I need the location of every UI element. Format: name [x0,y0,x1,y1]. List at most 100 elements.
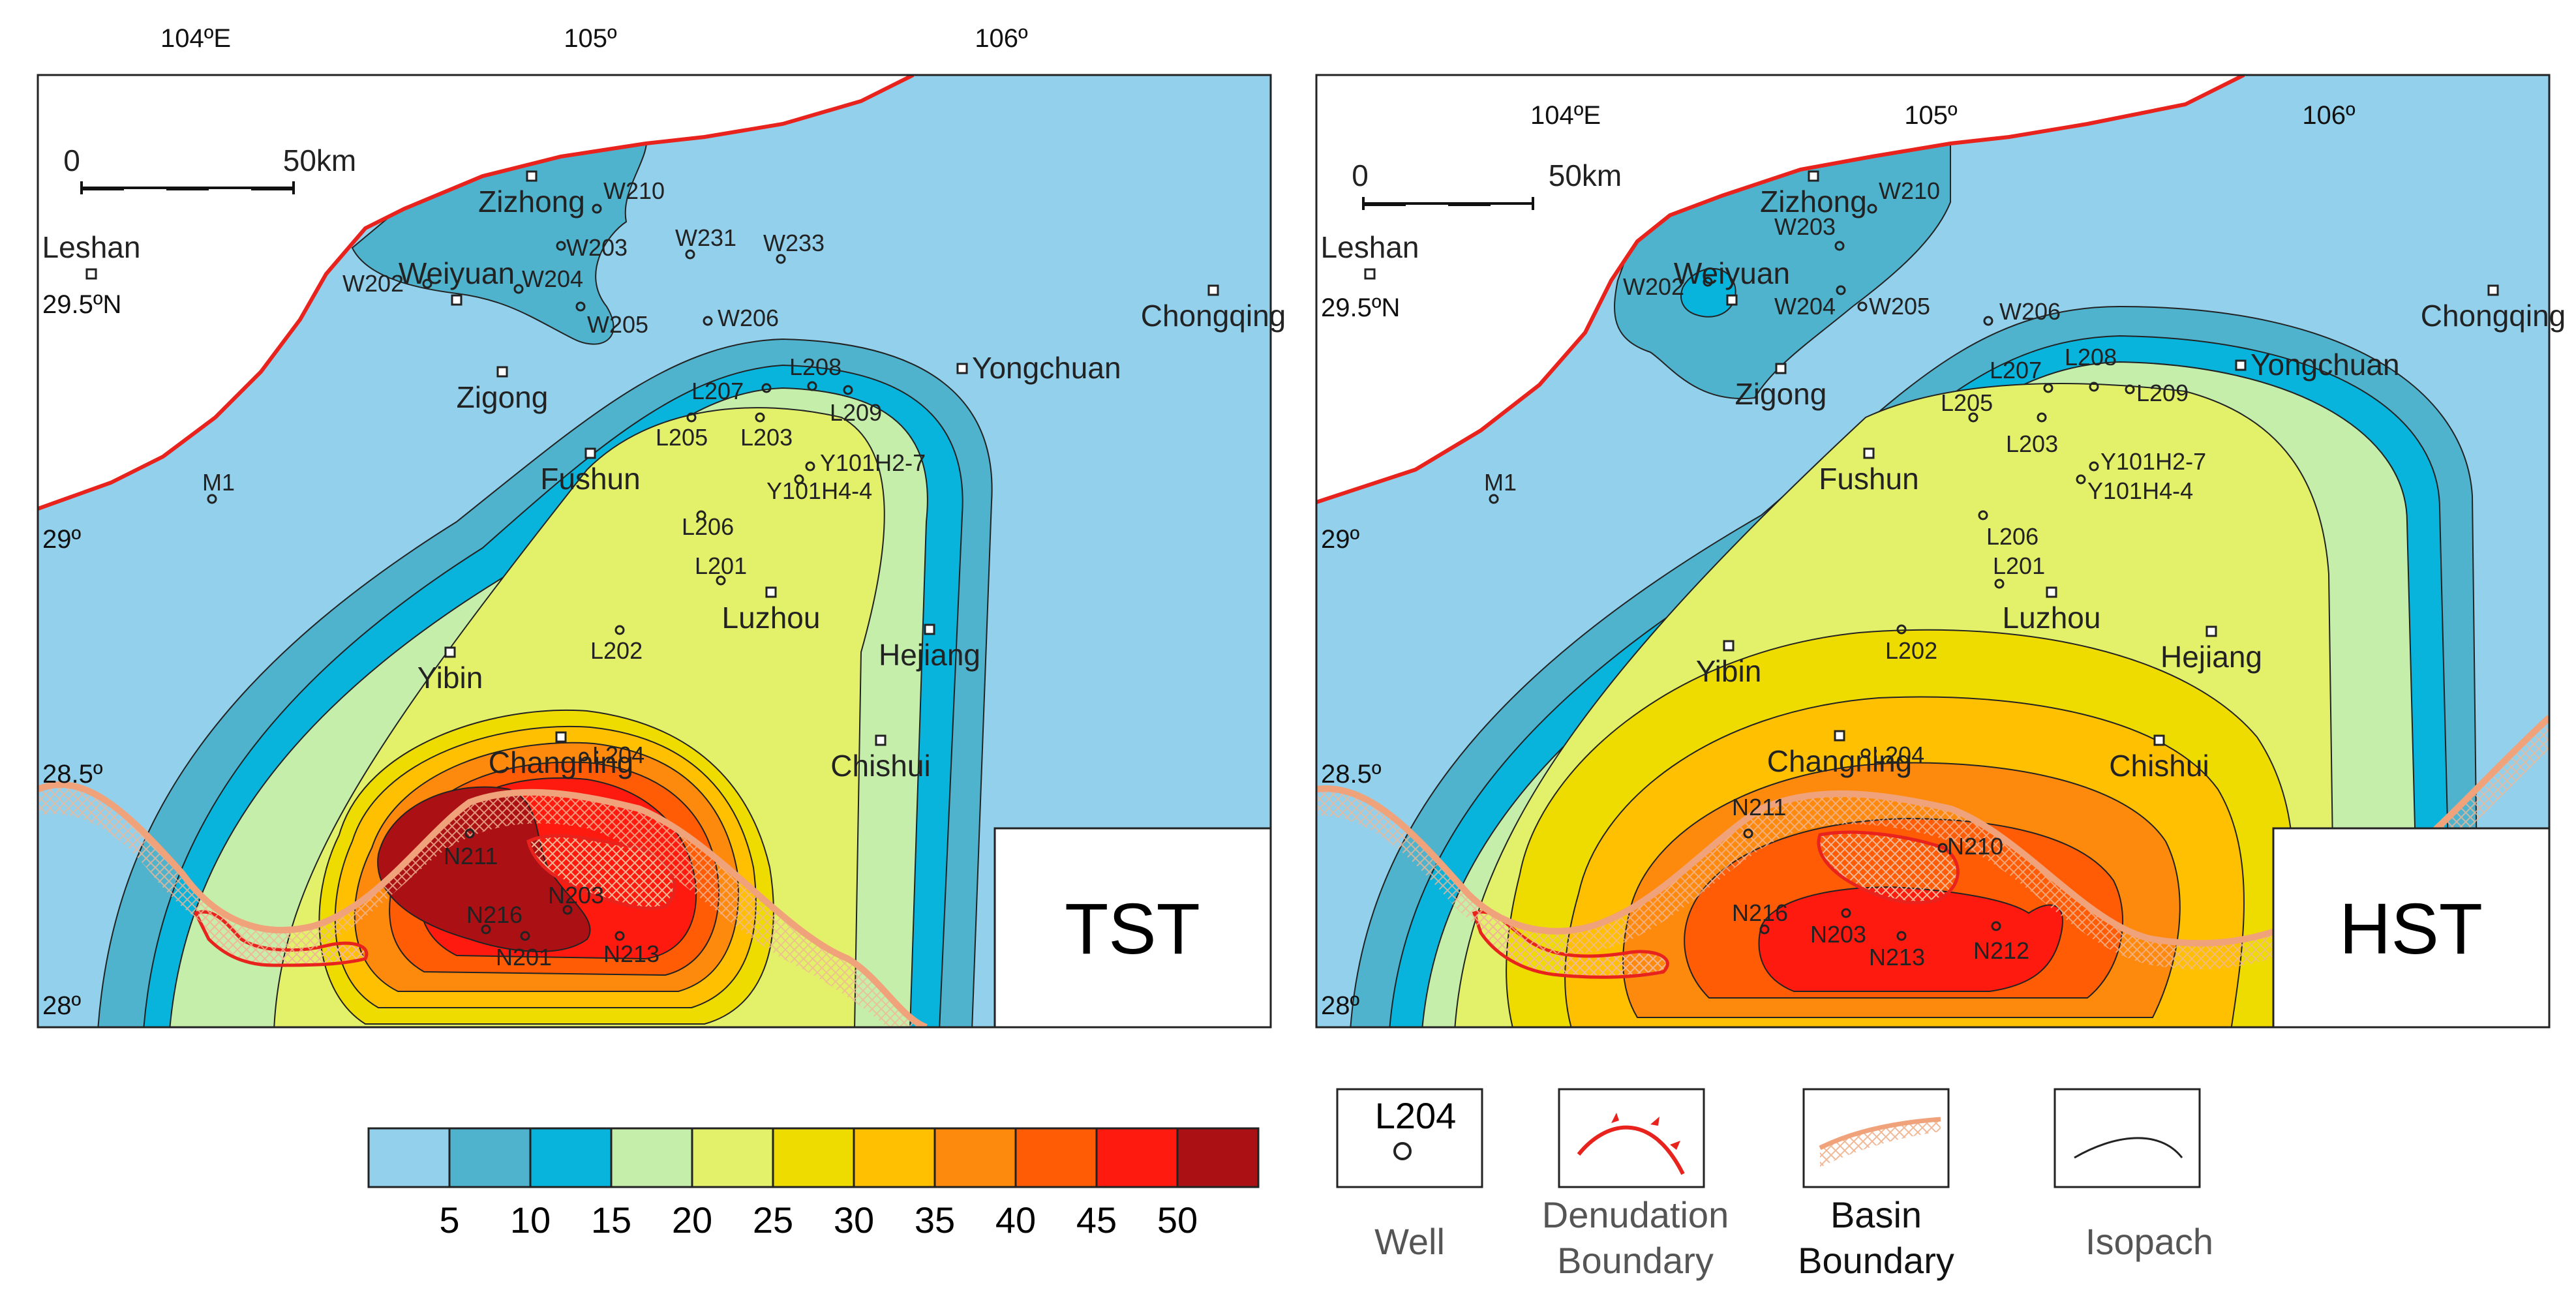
well-label: N203 [1810,921,1866,948]
city-label: Yibin [1696,654,1762,688]
colorbar-tick-label: 10 [510,1199,551,1241]
scale-bar: 0 50km [63,143,356,194]
well-label: N216 [1732,899,1788,926]
well-label: M1 [202,469,235,496]
well-marker [1978,510,1988,520]
city-label: Chongqing [2421,299,2566,333]
well-marker [464,828,475,839]
well-marker [1968,412,1978,423]
well-marker [686,412,697,423]
well-label: W202 [1623,273,1684,300]
well-marker [1489,494,1499,504]
well-marker [2089,461,2099,472]
map-tst: TST 104ºE 105º 106º 29.5ºN 29º 28.5º 28º… [37,24,1286,1029]
well-marker [1759,924,1770,935]
isopach-band-45-50 [1758,886,2063,992]
colorbar-tick-label: 5 [439,1199,459,1241]
city-label: Weiyuan [1674,256,1790,290]
scale-end: 50km [1549,158,1622,192]
colorbar-swatch [691,1127,774,1188]
well-marker [2037,412,2047,423]
city-marker [1808,170,1819,182]
lat-label: 28.5º [1321,760,1382,789]
latitude-labels: 29.5ºN 29º 28.5º 28º [42,290,121,1020]
well-label: W205 [587,311,648,338]
panel-title: TST [1065,889,1200,969]
well-marker [1703,277,1713,287]
well-marker [592,203,602,214]
city-label: Zigong [1735,377,1827,411]
well-marker [513,284,524,294]
well-label: W210 [1879,177,1940,204]
well-label: N201 [496,944,552,970]
well-marker [1983,316,1993,326]
denudation-boundary [38,75,915,511]
well-marker [207,494,217,504]
well-label: W206 [1999,298,2061,325]
well-label: W231 [675,224,736,251]
scale-bar: 0 50km [1352,158,1622,210]
well-marker [794,474,804,485]
city-label: Luzhou [722,601,821,635]
city-layer: Zizhong Leshan Weiyuan Zigong Fushun Yibin Cha… [1321,170,2566,783]
well-label: L207 [691,378,744,404]
city-marker [1775,363,1787,374]
well-label: Y101H2-7 [820,449,926,476]
lat-label: 29º [42,525,81,554]
colorbar-swatch [1014,1127,1098,1188]
well-marker [2125,384,2135,395]
basin-boundary [38,781,928,1027]
well-label: L205 [656,424,708,451]
lat-label: 29.5ºN [42,290,121,319]
city-marker [1364,268,1376,280]
panel-title: HST [2339,889,2483,969]
well-marker [614,931,625,941]
legend-item-well: L204 Well [1336,1088,1483,1262]
city-label: Zizhong [1760,185,1867,218]
city-label: Chishui [2109,749,2209,783]
well-label: W202 [342,270,404,297]
map-hst: HST 104ºE 105º 106º 29.5ºN 29º 28.5º 28º… [1315,74,2566,1029]
well-marker [1836,285,1846,295]
outside-area [1316,75,2244,502]
colorbar-tick-label: 45 [1076,1199,1117,1241]
well-label: N203 [548,882,604,909]
well-label: L209 [2136,380,2189,406]
city-marker [956,363,968,374]
colorbar-swatch [1095,1127,1179,1188]
lon-label: 105º [1904,101,1958,130]
well-label: W203 [1774,213,1836,240]
well-label: L206 [682,513,734,540]
well-label: W205 [1869,293,1930,320]
city-marker [1207,284,1219,296]
longitude-labels: 104ºE 105º 106º [160,24,1028,53]
city-label: Leshan [1321,230,1419,264]
well-marker [556,241,566,251]
well-label: L207 [1990,357,2042,384]
well-label: N210 [1947,833,2003,860]
city-marker [2046,586,2057,598]
denudation-area [1817,830,1960,905]
basin-boundary-hatch [38,784,926,1027]
well-marker [1857,301,1868,312]
colorbar-tick-label: 15 [591,1199,631,1241]
well-label: N213 [1869,944,1925,970]
city-marker [1863,447,1875,459]
lon-label: 106º [975,24,1028,53]
city-label: Zigong [457,380,549,414]
well-label: N213 [603,940,659,967]
city-label: Fushun [1819,462,1918,496]
well-label: Y101H2-7 [2100,448,2206,475]
city-label: Chongqing [1141,299,1286,333]
legend-well-sample: L204 [1375,1095,1457,1136]
lat-label: 29.5ºN [1321,293,1400,322]
legend: L204 Well Denudation Boundary Basin Boun… [1336,1088,2213,1281]
colorbar-tick-label: 50 [1157,1199,1198,1241]
city-marker [2205,625,2217,637]
latitude-labels: 29.5ºN 29º 28.5º 28º [1321,293,1400,1020]
colorbar-tick-label: 20 [672,1199,712,1241]
city-marker [765,586,777,598]
well-label: L204 [1872,742,1924,768]
city-label: Changning [489,745,634,779]
